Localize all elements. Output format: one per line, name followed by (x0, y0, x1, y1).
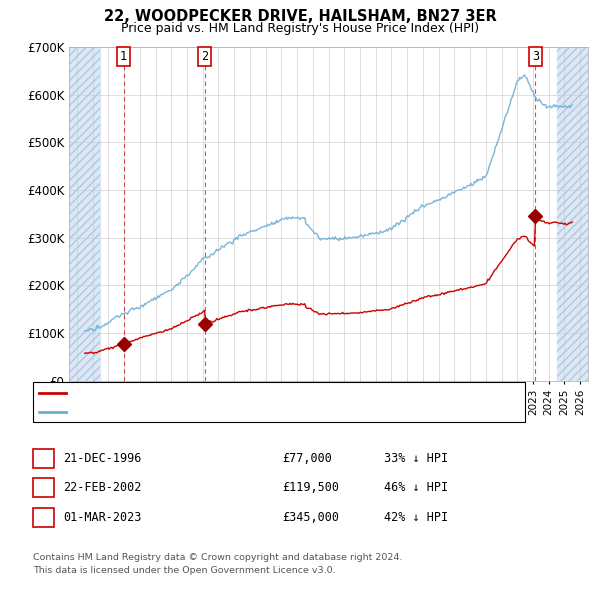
Text: 1: 1 (120, 50, 127, 63)
Text: 42% ↓ HPI: 42% ↓ HPI (384, 511, 448, 524)
Text: Price paid vs. HM Land Registry's House Price Index (HPI): Price paid vs. HM Land Registry's House … (121, 22, 479, 35)
Text: This data is licensed under the Open Government Licence v3.0.: This data is licensed under the Open Gov… (33, 566, 335, 575)
Text: £77,000: £77,000 (282, 452, 332, 465)
Text: 22, WOODPECKER DRIVE, HAILSHAM, BN27 3ER (detached house): 22, WOODPECKER DRIVE, HAILSHAM, BN27 3ER… (70, 388, 439, 398)
Text: 3: 3 (532, 50, 539, 63)
Text: 33% ↓ HPI: 33% ↓ HPI (384, 452, 448, 465)
Text: 3: 3 (40, 511, 47, 524)
Text: £345,000: £345,000 (282, 511, 339, 524)
Text: 2: 2 (40, 481, 47, 494)
Text: 21-DEC-1996: 21-DEC-1996 (63, 452, 142, 465)
Text: 2: 2 (202, 50, 208, 63)
Text: HPI: Average price, detached house, Wealden: HPI: Average price, detached house, Weal… (70, 407, 325, 417)
Bar (69, 47, 100, 381)
Text: 01-MAR-2023: 01-MAR-2023 (63, 511, 142, 524)
Bar (557, 47, 588, 381)
Text: 22-FEB-2002: 22-FEB-2002 (63, 481, 142, 494)
Text: 22, WOODPECKER DRIVE, HAILSHAM, BN27 3ER: 22, WOODPECKER DRIVE, HAILSHAM, BN27 3ER (104, 9, 496, 24)
Text: 1: 1 (40, 452, 47, 465)
Text: Contains HM Land Registry data © Crown copyright and database right 2024.: Contains HM Land Registry data © Crown c… (33, 553, 403, 562)
Bar (557, 47, 588, 381)
Text: 46% ↓ HPI: 46% ↓ HPI (384, 481, 448, 494)
Bar (69, 47, 100, 381)
Text: £119,500: £119,500 (282, 481, 339, 494)
